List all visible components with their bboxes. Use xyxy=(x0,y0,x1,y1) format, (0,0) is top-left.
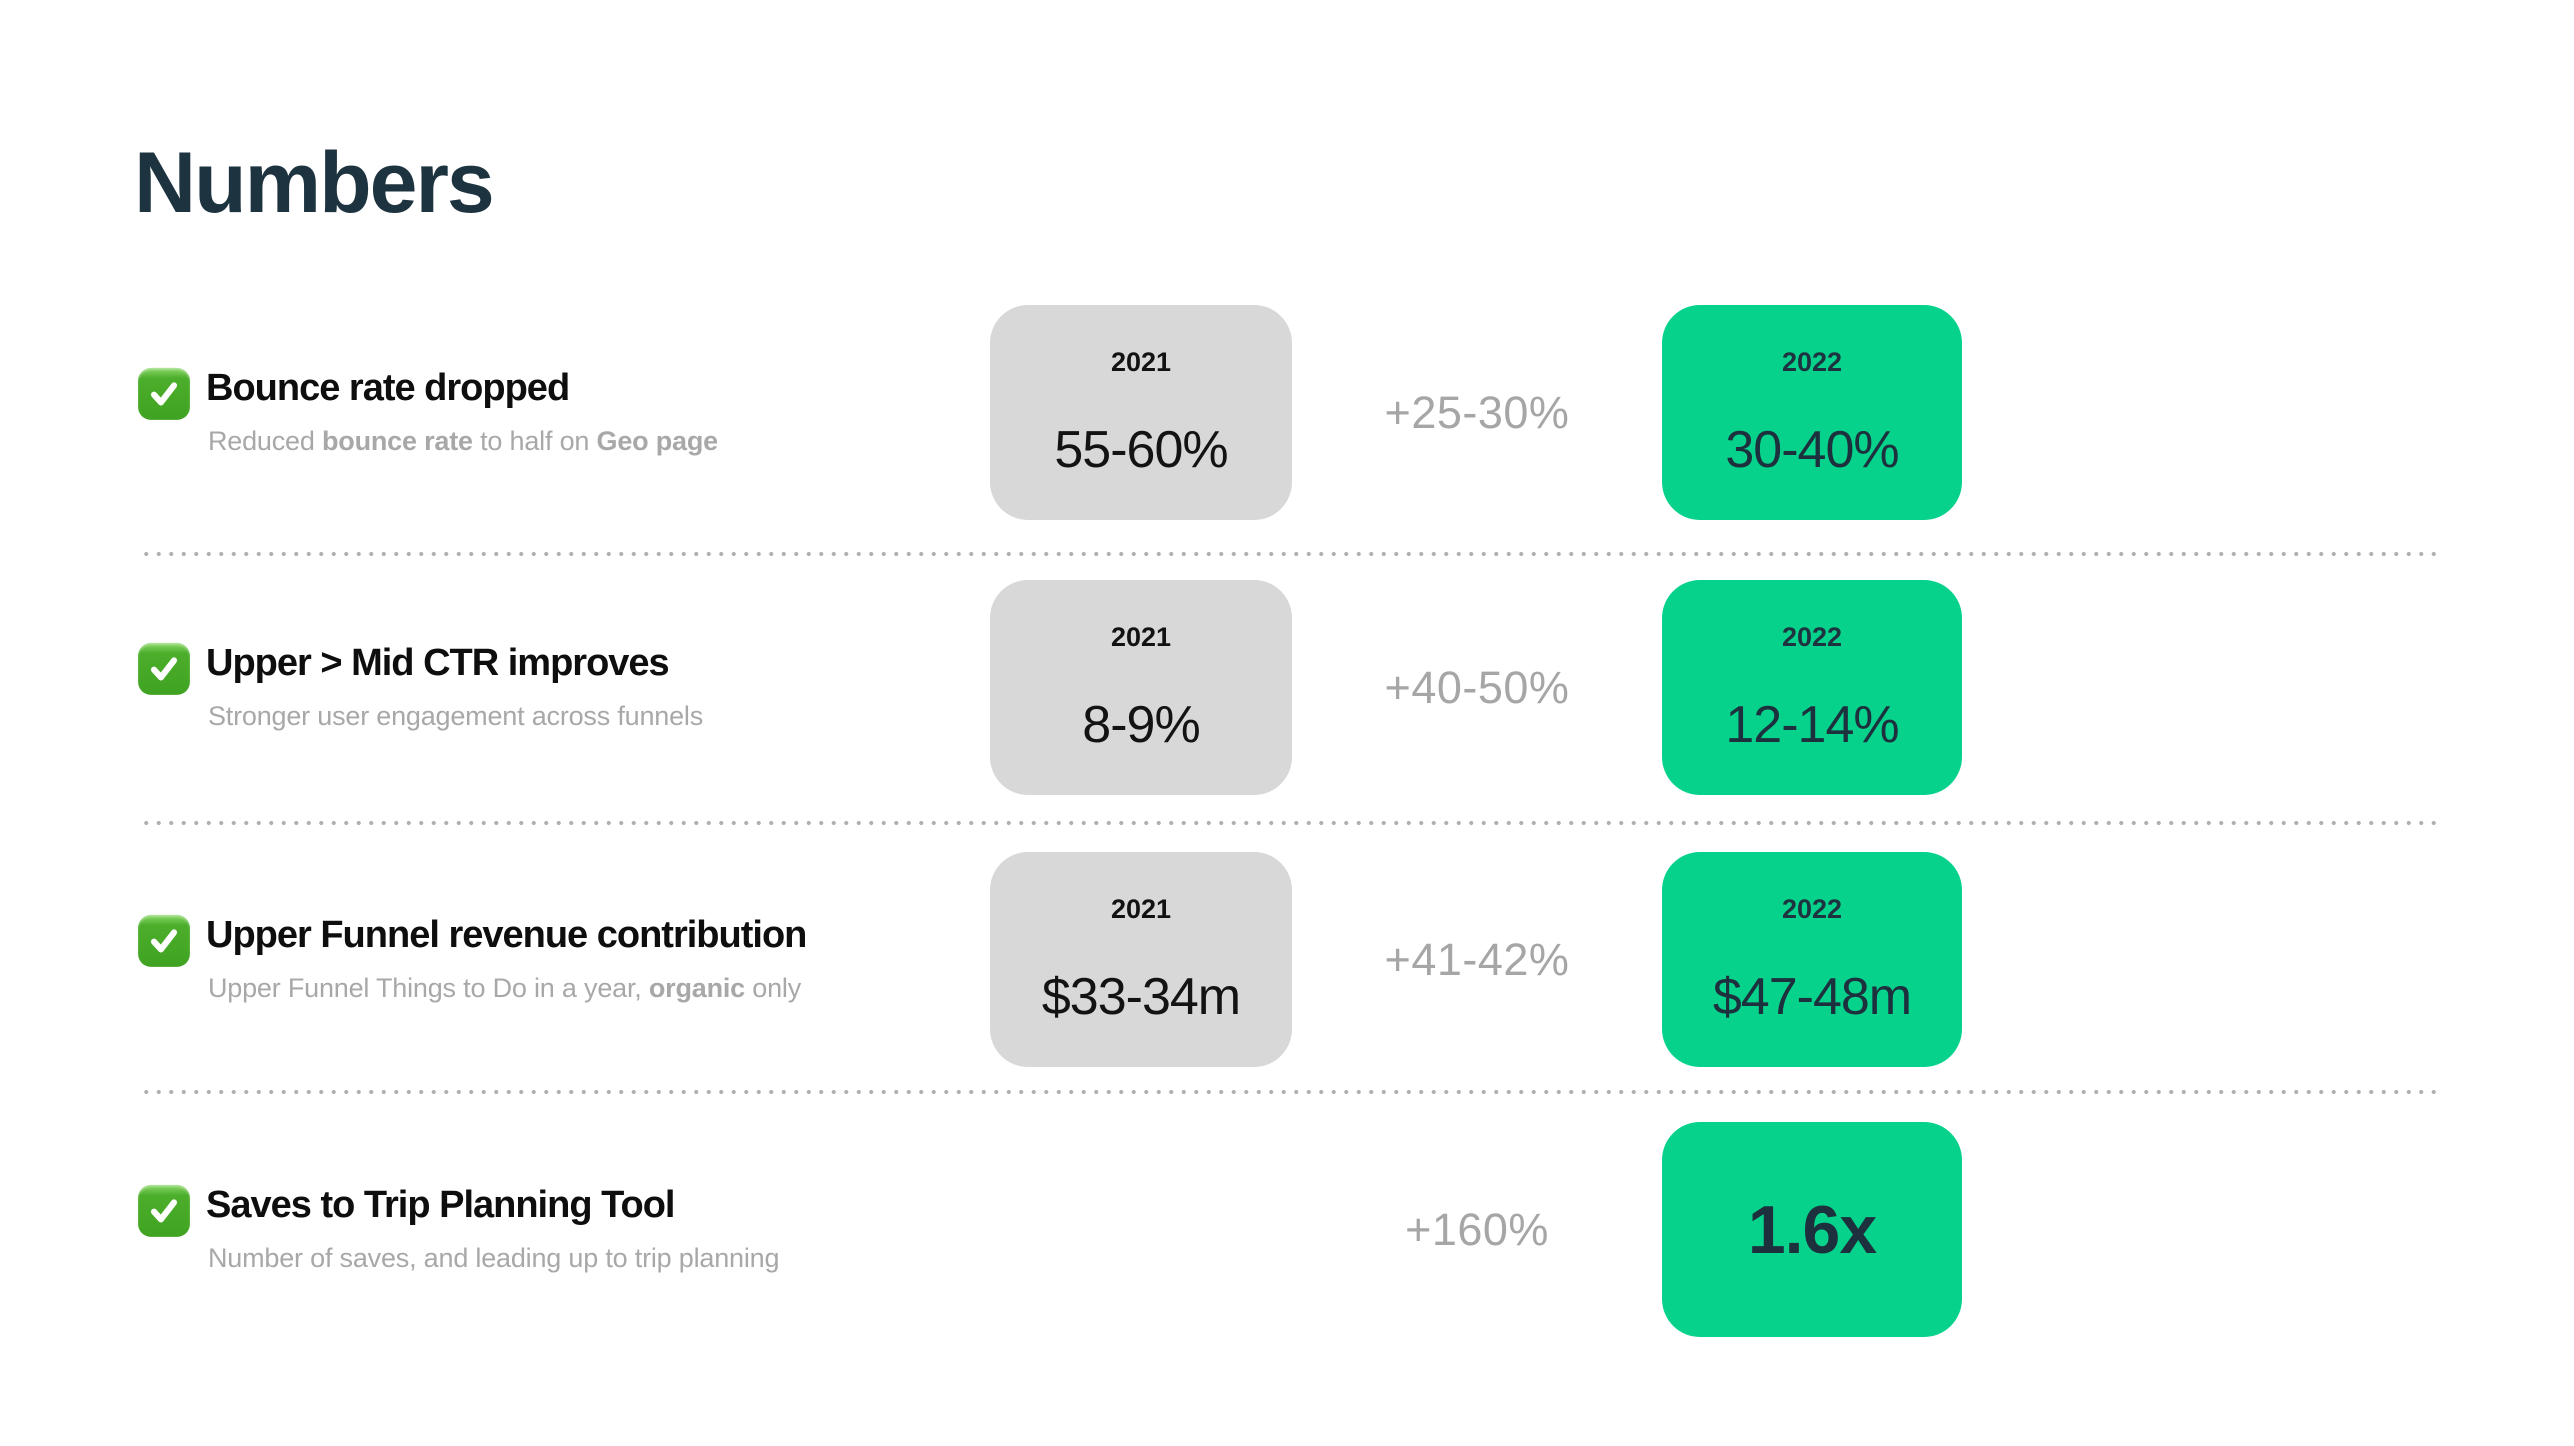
year-label: 2022 xyxy=(1781,894,1843,924)
metric-subtitle: Upper Funnel Things to Do in a year, org… xyxy=(208,973,802,1004)
delta-label: +160% xyxy=(1405,1203,1549,1255)
before-value: 8-9% xyxy=(1082,696,1200,754)
year-label: 2022 xyxy=(1781,347,1843,377)
metric-row-bounce-rate: Bounce rate dropped Reduced bounce rate … xyxy=(0,305,2574,520)
metric-title: Saves to Trip Planning Tool xyxy=(206,1183,675,1226)
metric-left-block: Upper > Mid CTR improves Stronger user e… xyxy=(138,642,703,732)
metric-title: Bounce rate dropped xyxy=(206,366,570,409)
metric-text: Upper > Mid CTR improves Stronger user e… xyxy=(206,642,703,732)
metric-text: Saves to Trip Planning Tool Number of sa… xyxy=(206,1184,779,1274)
metric-row-revenue: Upper Funnel revenue contribution Upper … xyxy=(0,852,2574,1067)
delta-label: +40-50% xyxy=(1384,661,1570,713)
before-value: 55-60% xyxy=(1054,421,1228,479)
metric-subtitle: Reduced bounce rate to half on Geo page xyxy=(208,426,718,457)
metric-row-saves: Saves to Trip Planning Tool Number of sa… xyxy=(0,1122,2574,1337)
check-mark-emoji-icon xyxy=(138,1184,190,1237)
delta-label: +41-42% xyxy=(1384,933,1570,985)
value-box-2022: 2022 $47-48m xyxy=(1662,852,1962,1067)
metric-title: Upper Funnel revenue contribution xyxy=(206,913,807,956)
after-value: $47-48m xyxy=(1712,968,1912,1026)
after-value: 1.6x xyxy=(1747,1191,1877,1268)
after-value: 30-40% xyxy=(1725,421,1899,479)
check-mark-emoji-icon xyxy=(138,367,190,420)
dotted-divider xyxy=(140,820,2442,826)
year-label: 2021 xyxy=(1110,894,1172,924)
dotted-divider xyxy=(140,551,2442,557)
metric-title: Upper > Mid CTR improves xyxy=(206,641,670,684)
value-box-2022: 2022 30-40% xyxy=(1662,305,1962,520)
year-label: 2021 xyxy=(1110,347,1172,377)
year-label: 2022 xyxy=(1781,622,1843,652)
metric-row-ctr: Upper > Mid CTR improves Stronger user e… xyxy=(0,580,2574,795)
metric-left-block: Upper Funnel revenue contribution Upper … xyxy=(138,913,807,1004)
page-title: Numbers xyxy=(134,135,495,231)
delta-label: +25-30% xyxy=(1384,386,1570,438)
before-value: $33-34m xyxy=(1041,968,1241,1026)
metric-text: Bounce rate dropped Reduced bounce rate … xyxy=(206,367,718,457)
check-mark-emoji-icon xyxy=(138,914,190,967)
value-box-2022: 2022 12-14% xyxy=(1662,580,1962,795)
metric-left-block: Bounce rate dropped Reduced bounce rate … xyxy=(138,367,718,457)
metric-subtitle: Stronger user engagement across funnels xyxy=(208,701,703,732)
metric-text: Upper Funnel revenue contribution Upper … xyxy=(206,913,807,1004)
value-box-2021: 2021 $33-34m xyxy=(990,852,1292,1067)
metric-subtitle: Number of saves, and leading up to trip … xyxy=(208,1243,780,1274)
value-box-multiplier: 1.6x xyxy=(1662,1122,1962,1337)
after-value: 12-14% xyxy=(1725,696,1899,754)
check-mark-emoji-icon xyxy=(138,642,190,695)
dotted-divider xyxy=(140,1089,2442,1095)
value-box-2021: 2021 55-60% xyxy=(990,305,1292,520)
metric-left-block: Saves to Trip Planning Tool Number of sa… xyxy=(138,1184,779,1274)
year-label: 2021 xyxy=(1110,622,1172,652)
value-box-2021: 2021 8-9% xyxy=(990,580,1292,795)
